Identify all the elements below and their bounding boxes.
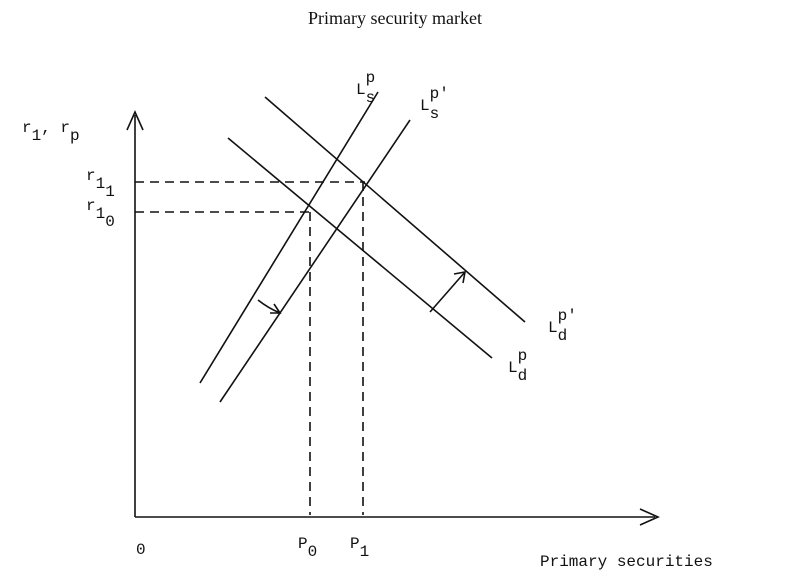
y-tick-label: 1: [96, 175, 106, 193]
y-tick-label: 1: [96, 205, 106, 223]
shift-arrow: [429, 271, 466, 313]
y-tick-label: 0: [105, 213, 115, 231]
curve-label: p': [430, 85, 449, 103]
x-axis-label: Primary securities: [540, 553, 713, 571]
y-axis-label: 1: [32, 127, 42, 145]
title: Primary security market: [308, 8, 482, 28]
demand-curve-shifted: [264, 96, 526, 323]
shift-arrow: [257, 299, 281, 314]
x-tick-label: 1: [360, 543, 370, 561]
y-tick-label: r: [86, 197, 96, 215]
origin-label: 0: [136, 541, 146, 559]
y-axis-arrow: [126, 110, 144, 131]
curve-label: p': [558, 307, 577, 325]
curve-label: p: [518, 347, 528, 365]
curve-label: s: [366, 89, 376, 107]
shift-arrowhead: [270, 303, 282, 314]
curve-label: L: [356, 81, 366, 99]
y-axis-label: p: [70, 127, 80, 145]
curve-label: d: [558, 327, 568, 345]
x-tick-label: P: [298, 535, 308, 553]
curve-label: L: [420, 97, 430, 115]
curve-label: s: [430, 105, 440, 123]
curve-label: L: [548, 319, 558, 337]
y-axis-label: , r: [41, 119, 70, 137]
curve-label: d: [518, 367, 528, 385]
curve-label: L: [508, 359, 518, 377]
y-tick-label: 1: [105, 183, 115, 201]
y-tick-label: r: [86, 167, 96, 185]
x-tick-label: 0: [308, 543, 318, 561]
x-tick-label: P: [350, 535, 360, 553]
demand-curve: [227, 137, 493, 359]
supply-curve: [199, 91, 379, 384]
y-axis-label: r: [22, 119, 32, 137]
shift-arrowhead: [453, 271, 466, 284]
curve-label: p: [366, 69, 376, 87]
x-axis-arrow: [639, 508, 660, 526]
supply-curve-shifted: [219, 119, 411, 403]
